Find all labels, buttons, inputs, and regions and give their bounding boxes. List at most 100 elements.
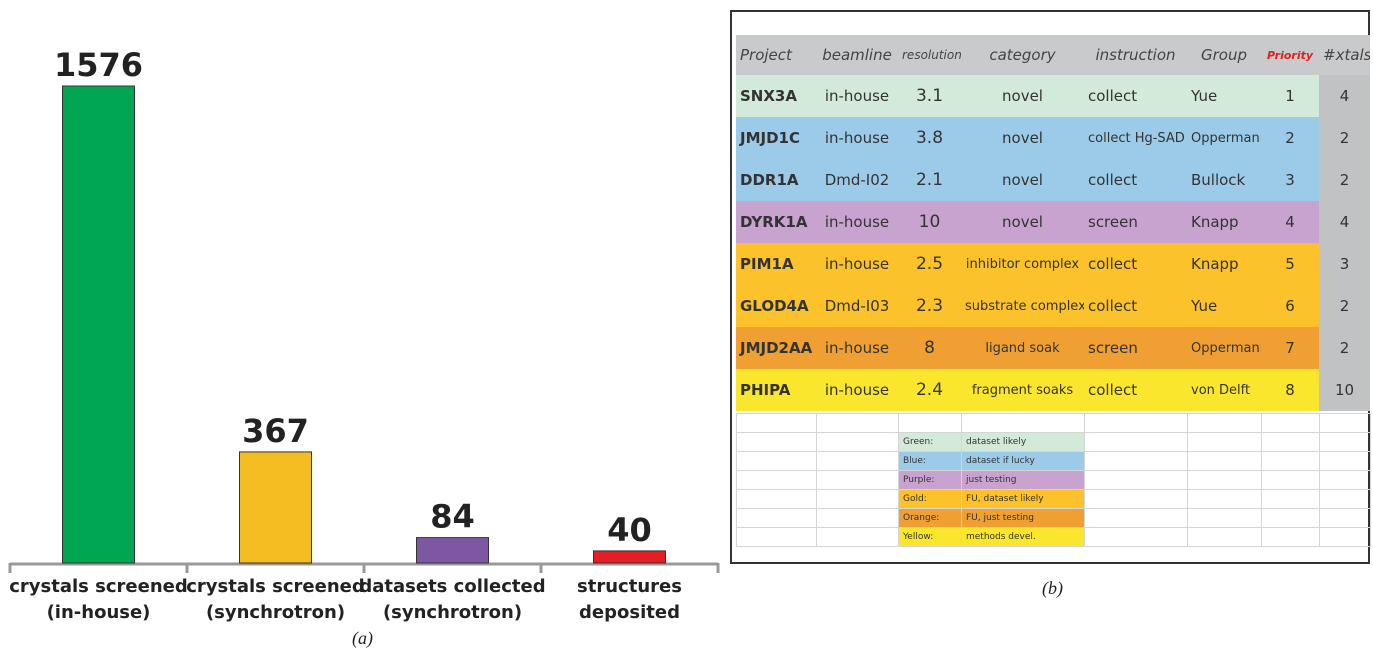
grid-cell <box>1261 451 1320 471</box>
table-cell: Knapp <box>1191 255 1239 273</box>
grid-cell <box>1084 432 1188 452</box>
table-cell: collect <box>1088 381 1138 399</box>
table-cell: 2 <box>1285 129 1295 147</box>
table-cell: in-house <box>824 255 890 273</box>
caption: (b) <box>1042 578 1063 598</box>
table-cell: 2 <box>1319 117 1370 159</box>
table-row: JMJD1C in-house 3.8 novel collect Hg-SAD Oppe… <box>736 117 1370 159</box>
grid-cell <box>1084 413 1188 433</box>
table-cell: Oppermann <box>1191 340 1261 356</box>
table-cell: PHIPA <box>740 381 791 399</box>
header-cell: resolution <box>898 35 961 75</box>
table-cell: screen <box>1088 213 1138 231</box>
legend-text: dataset likely <box>961 432 1085 452</box>
table-row: GLOD4A Dmd-I03 2.3 substrate complex collect… <box>736 285 1370 327</box>
x-tick-label: structures deposited <box>577 576 682 623</box>
bar <box>416 537 489 564</box>
grid-cell <box>1187 413 1262 433</box>
table-cell: collect <box>1088 297 1138 315</box>
grid-row <box>736 413 1371 433</box>
table-row: PIM1A in-house 2.5 inhibitor complex collect… <box>736 243 1370 285</box>
legend-key: Gold: <box>898 489 962 509</box>
legend-text: just testing <box>961 470 1085 490</box>
grid-cell <box>898 413 962 433</box>
table-row: SNX3A in-house 3.1 novel collect Yue 1 4 <box>736 75 1370 117</box>
grid-cell <box>1319 470 1371 490</box>
grid-cell <box>736 451 817 471</box>
grid-cell <box>1261 413 1320 433</box>
grid-cell <box>816 508 899 528</box>
legend-row: Yellow: methods devel. <box>736 527 1371 547</box>
grid-cell <box>816 413 899 433</box>
bar <box>239 451 312 564</box>
legend-row: Orange: FU, just testing <box>736 508 1371 528</box>
header-row: Project beamline resolution category instruc… <box>736 35 1370 75</box>
data-label: 40 <box>607 511 652 549</box>
grid-cell <box>1319 527 1371 547</box>
bar-chart: 1576 367 84 40 <box>8 46 720 573</box>
grid-cell <box>1261 489 1320 509</box>
header-cell: #xtals <box>1319 35 1370 75</box>
table-row: PHIPA in-house 2.4 fragment soaks collect von… <box>736 369 1370 411</box>
grid-cell <box>1084 451 1188 471</box>
table-cell: Knapp <box>1191 213 1239 231</box>
table-cell: 7 <box>1285 339 1295 357</box>
table-row: DYRK1A in-house 10 novel screen Knapp 4 4 <box>736 201 1370 243</box>
legend-key: Green: <box>898 432 962 452</box>
table-cell: novel <box>1002 213 1043 231</box>
legend-text: FU, dataset likely <box>961 489 1085 509</box>
table-cell: collect Hg-SAD <box>1088 130 1185 146</box>
table-cell: 4 <box>1319 75 1370 117</box>
table-cell: 10 <box>1319 369 1370 411</box>
table-panel: Project beamline resolution category instruc… <box>730 10 1371 564</box>
legend-row: Green: dataset likely <box>736 432 1371 452</box>
header-cell: instruction <box>1084 35 1187 75</box>
table-cell: JMJD1C <box>740 129 800 147</box>
table-cell: 2 <box>1319 159 1370 201</box>
table-cell: 6 <box>1285 297 1295 315</box>
grid-cell <box>816 527 899 547</box>
legend-text: methods devel. <box>961 527 1085 547</box>
grid-cell <box>816 470 899 490</box>
grid-cell <box>736 470 817 490</box>
table-cell: novel <box>1002 87 1043 105</box>
table-cell: 5 <box>1285 255 1295 273</box>
table-cell: 2.1 <box>915 170 944 190</box>
table-cell: in-house <box>824 213 890 231</box>
grid-cell <box>1084 508 1188 528</box>
legend-key: Purple: <box>898 470 962 490</box>
header-cell: category <box>961 35 1084 75</box>
table-cell: screen <box>1088 339 1138 357</box>
table-cell: Yue <box>1191 297 1218 315</box>
legend-text: FU, just testing <box>961 508 1085 528</box>
grid-cell <box>1084 527 1188 547</box>
table-cell: Oppermann <box>1191 130 1261 146</box>
x-tick-label: crystals screened (synchrotron) <box>186 576 365 623</box>
grid-cell <box>1084 470 1188 490</box>
header-cell: Project <box>736 35 816 75</box>
table-cell: von Delft <box>1191 382 1251 398</box>
table-cell: inhibitor complex <box>965 256 1080 272</box>
legend-key: Orange: <box>898 508 962 528</box>
table-cell: substrate complex <box>965 298 1084 314</box>
table-cell: DDR1A <box>740 171 799 189</box>
header-cell: Priority <box>1261 35 1319 75</box>
legend-key: Blue: <box>898 451 962 471</box>
grid-cell <box>816 451 899 471</box>
legend-row: Gold: FU, dataset likely <box>736 489 1371 509</box>
table-cell: 1 <box>1285 87 1295 105</box>
legend-text: dataset if lucky <box>961 451 1085 471</box>
x-tick-label: crystals screened (in-house) <box>9 576 188 623</box>
table-cell: 8 <box>1285 381 1295 399</box>
table-row: JMJD2AA in-house 8 ligand soak screen Opperma… <box>736 327 1370 369</box>
bar <box>593 550 666 564</box>
table-cell: 4 <box>1285 213 1295 231</box>
grid-cell <box>1261 470 1320 490</box>
header-cell: beamline <box>816 35 898 75</box>
grid-cell <box>1319 451 1371 471</box>
table-cell: 3 <box>1319 243 1370 285</box>
grid-cell <box>1187 432 1262 452</box>
table-cell: novel <box>1002 129 1043 147</box>
table-cell: collect <box>1088 171 1138 189</box>
